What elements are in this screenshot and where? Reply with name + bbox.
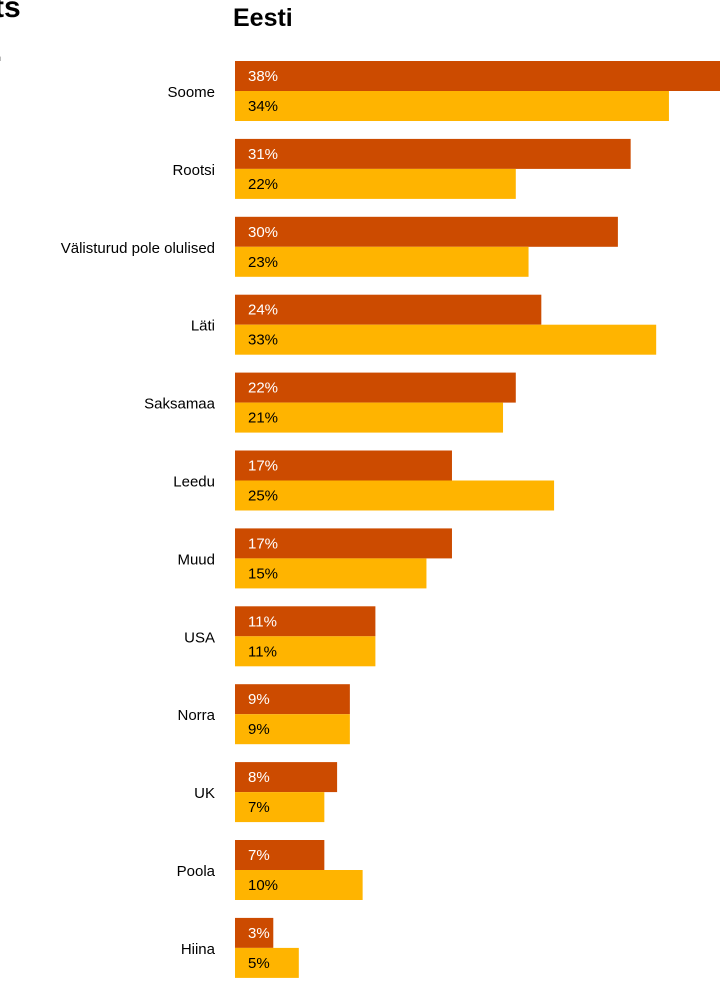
category-label: USA xyxy=(184,629,215,646)
cropped-heading-text: ts . xyxy=(0,0,21,68)
bar-value-label: 11% xyxy=(248,613,277,630)
bar-series-2 xyxy=(235,558,427,589)
bar-value-label: 24% xyxy=(248,302,278,319)
bar-value-label: 31% xyxy=(248,146,278,163)
bar-value-label: 5% xyxy=(248,955,270,972)
bar-series-1 xyxy=(235,61,720,91)
chart-title: Eesti xyxy=(233,4,293,32)
bar-value-label: 22% xyxy=(248,176,278,193)
bar-value-label: 22% xyxy=(248,380,278,397)
bar-value-label: 7% xyxy=(248,847,270,864)
bar-value-label: 21% xyxy=(248,410,278,427)
bar-value-label: 15% xyxy=(248,565,278,582)
bar-series-2 xyxy=(235,947,299,978)
bar-value-label: 17% xyxy=(248,458,278,475)
bar-series-2 xyxy=(235,402,504,433)
category-label: Saksamaa xyxy=(144,396,216,413)
bar-series-2 xyxy=(235,246,529,277)
category-label: Läti xyxy=(191,318,215,335)
category-label: Muud xyxy=(177,551,215,568)
category-label: Rootsi xyxy=(172,162,215,179)
bar-series-2 xyxy=(235,636,376,667)
category-label: Poola xyxy=(177,863,216,880)
bar-series-1 xyxy=(235,762,338,793)
bar-value-label: 11% xyxy=(248,643,277,660)
bar-value-label: 3% xyxy=(248,925,270,942)
category-label: UK xyxy=(194,785,215,802)
bar-series-1 xyxy=(235,450,452,481)
bar-value-label: 33% xyxy=(248,332,278,349)
bar-series-2 xyxy=(235,714,350,745)
bar-series-2 xyxy=(235,91,669,121)
bar-series-1 xyxy=(235,606,376,637)
bar-value-label: 9% xyxy=(248,691,270,708)
bar-value-label: 34% xyxy=(248,98,278,115)
category-label: Hiina xyxy=(181,941,216,958)
bar-series-1 xyxy=(235,917,274,948)
bar-value-label: 8% xyxy=(248,769,270,786)
bar-value-label: 23% xyxy=(248,254,278,271)
bar-value-label: 7% xyxy=(248,799,270,816)
bar-series-2 xyxy=(235,792,325,823)
bar-value-label: 25% xyxy=(248,488,278,505)
bar-value-label: 10% xyxy=(248,877,278,894)
bar-series-1 xyxy=(235,840,325,870)
bar-series-1 xyxy=(235,216,618,247)
bar-value-label: 30% xyxy=(248,224,278,241)
bar-series-1 xyxy=(235,372,516,403)
bar-value-label: 9% xyxy=(248,721,270,738)
bar-series-1 xyxy=(235,528,452,559)
category-label: Leedu xyxy=(173,474,215,491)
bar-series-1 xyxy=(235,684,350,715)
bar-series-2 xyxy=(235,870,363,900)
bar-series-2 xyxy=(235,168,516,199)
bar-series-2 xyxy=(235,324,657,355)
category-label: Soome xyxy=(167,84,215,101)
bar-series-2 xyxy=(235,480,555,511)
bar-series-1 xyxy=(235,294,542,325)
bar-value-label: 38% xyxy=(248,68,278,85)
bar-value-label: 17% xyxy=(248,535,278,552)
category-label: Norra xyxy=(177,707,215,724)
category-label: Välisturud pole olulised xyxy=(61,240,215,257)
bar-series-1 xyxy=(235,138,631,169)
